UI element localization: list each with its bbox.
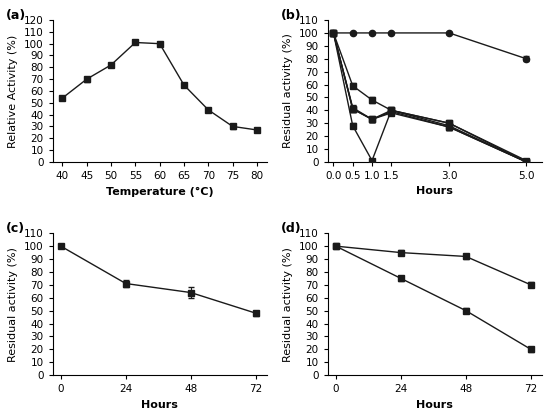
Y-axis label: Residual activity (%): Residual activity (%): [283, 33, 293, 148]
Text: (c): (c): [6, 222, 25, 235]
Y-axis label: Relative Activity (%): Relative Activity (%): [8, 34, 18, 148]
X-axis label: Hours: Hours: [416, 400, 453, 410]
Y-axis label: Residual activity (%): Residual activity (%): [283, 247, 293, 362]
X-axis label: Hours: Hours: [141, 400, 178, 410]
Text: (b): (b): [280, 9, 301, 22]
X-axis label: Hours: Hours: [416, 186, 453, 196]
Text: (a): (a): [6, 9, 26, 22]
Text: (d): (d): [280, 222, 301, 235]
X-axis label: Temperature (°C): Temperature (°C): [106, 186, 213, 196]
Y-axis label: Residual activity (%): Residual activity (%): [8, 247, 18, 362]
